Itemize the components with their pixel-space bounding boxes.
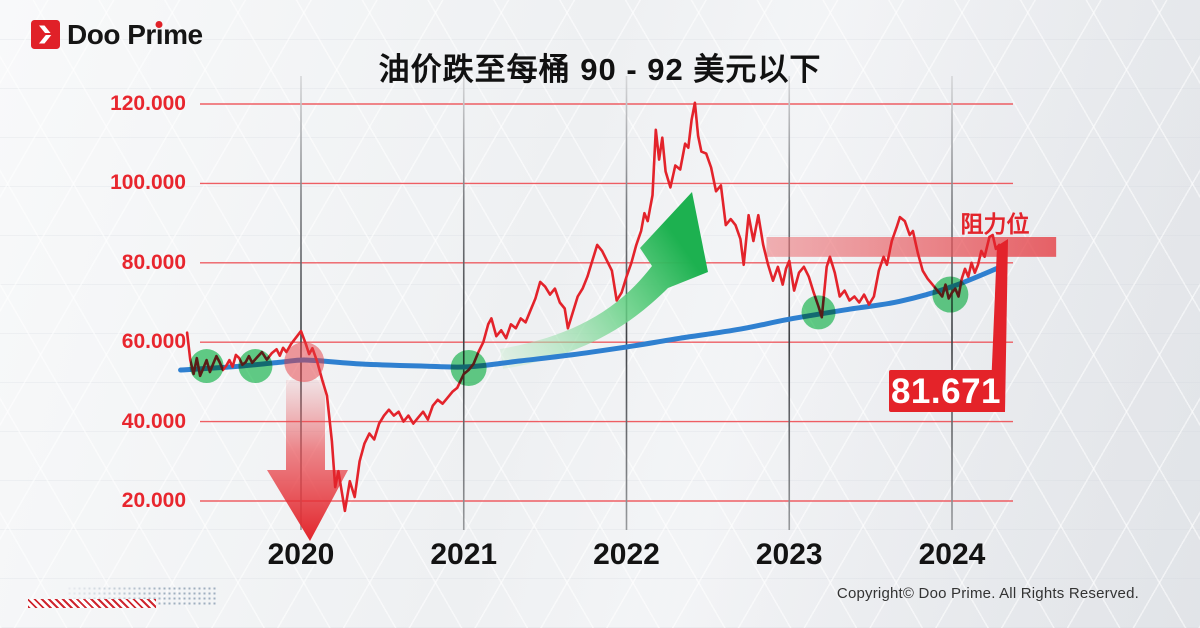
y-tick-label: 80.000 — [121, 250, 186, 274]
wordmark-part-1: Doo Pr — [67, 19, 156, 50]
x-tick-label: 2021 — [430, 538, 498, 571]
green-highlight-circle — [801, 295, 836, 330]
y-tick-label: 60.000 — [121, 330, 186, 354]
y-tick-label: 120.000 — [110, 92, 186, 115]
green-highlight-circle — [450, 350, 487, 387]
rally-arrow-up — [500, 192, 708, 369]
x-tick-label: 2022 — [593, 538, 660, 571]
price-drop-connector — [990, 239, 1008, 412]
doo-prime-logo: Doo Prıme — [31, 20, 203, 49]
y-tick-label: 40.000 — [121, 409, 186, 433]
resistance-zone-band — [766, 236, 1057, 257]
y-tick-label: 20.000 — [121, 489, 186, 512]
copyright-text: Copyright© Doo Prime. All Rights Reserve… — [836, 585, 1139, 602]
x-tick-label: 2024 — [918, 538, 986, 571]
resistance-level-label: 阻力位 — [960, 211, 1030, 237]
red-stripes-decoration — [28, 599, 156, 608]
doo-prime-logo-icon — [31, 20, 60, 49]
green-highlight-circle — [189, 349, 224, 384]
last-price-callout: 81.671 — [889, 370, 1003, 412]
chart-title: 油价跌至每桶 90 - 92 美元以下 — [378, 52, 822, 87]
x-tick-label: 2020 — [267, 538, 335, 571]
crash-arrow-down — [267, 380, 348, 541]
oil-price-line — [185, 101, 1004, 513]
y-tick-label: 100.000 — [110, 171, 186, 195]
red-highlight-circle — [284, 342, 325, 383]
x-tick-label: 2023 — [755, 538, 823, 571]
wordmark-i-red-dot: ı — [155, 19, 164, 50]
doo-prime-wordmark: Doo Prıme — [67, 20, 203, 49]
wordmark-part-2: me — [163, 19, 203, 50]
green-highlight-circle — [932, 276, 969, 313]
green-highlight-circle — [238, 349, 273, 384]
